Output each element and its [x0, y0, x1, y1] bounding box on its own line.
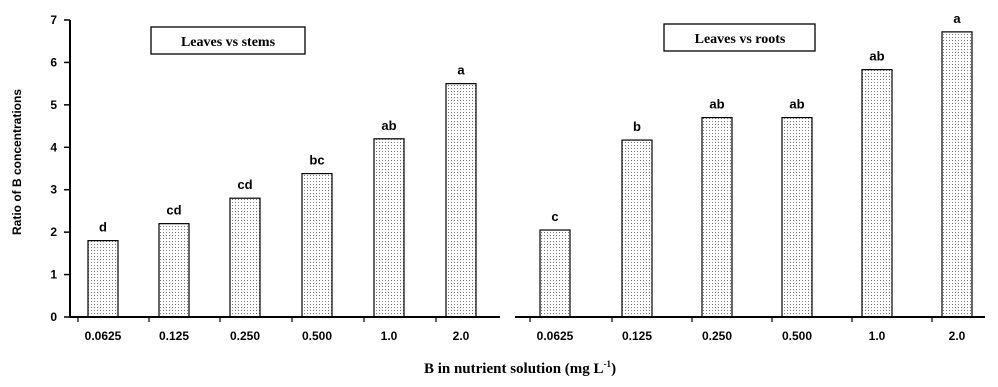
left-significance-labels: d cd cd bc ab a — [99, 63, 465, 235]
right-significance-labels: c b ab ab ab a — [551, 11, 961, 224]
right-x-tick-label: 1.0 — [869, 329, 886, 343]
left-bar — [301, 172, 333, 318]
left-x-tick-label: 1.0 — [381, 329, 398, 343]
left-significance-label: cd — [166, 203, 181, 218]
right-significance-label: ab — [709, 97, 724, 112]
x-axis-label-superscript: -1 — [604, 359, 612, 369]
right-significance-label: ab — [869, 49, 884, 64]
y-axis-label: Ratio of B concentrations — [10, 89, 24, 235]
chart-left: 0 1 2 3 4 5 6 7 d cd cd bc ab a 0.0625 0.125 0.250 0.50… — [50, 13, 500, 343]
y-tick-label: 7 — [50, 13, 57, 27]
right-significance-label: b — [633, 119, 641, 134]
y-tick-label: 3 — [50, 183, 57, 197]
left-significance-label: cd — [237, 177, 252, 192]
left-x-tick-label: 2.0 — [453, 329, 470, 343]
left-x-tick-label: 0.500 — [302, 329, 332, 343]
x-axis-label-main: B in nutrient solution (mg L — [424, 361, 604, 377]
right-bar — [701, 116, 733, 318]
right-x-tick-label: 0.125 — [622, 329, 652, 343]
right-x-tick-label: 0.0625 — [537, 329, 574, 343]
left-bar — [373, 138, 405, 318]
left-significance-label: d — [99, 220, 107, 235]
x-axis-label-end: ) — [611, 361, 616, 377]
y-tick-label: 5 — [50, 98, 57, 112]
right-bar — [781, 116, 813, 318]
chart-right: c b ab ab ab a 0.0625 0.125 0.250 0.500 1.0 2.0 Le… — [515, 11, 985, 343]
left-bar — [445, 83, 477, 318]
left-x-tick-labels: 0.0625 0.125 0.250 0.500 1.0 2.0 — [77, 317, 470, 343]
y-tick-label: 4 — [50, 140, 57, 154]
right-significance-label: c — [551, 209, 558, 224]
left-bar — [229, 197, 261, 318]
left-significance-label: bc — [309, 153, 324, 168]
right-x-tick-labels: 0.0625 0.125 0.250 0.500 1.0 2.0 — [529, 317, 966, 343]
right-bar — [941, 31, 973, 318]
right-title-box — [663, 23, 816, 52]
left-title-box — [150, 26, 306, 55]
y-tick-label: 1 — [50, 268, 57, 282]
left-x-tick-label: 0.125 — [159, 329, 189, 343]
right-title: Leaves vs roots — [695, 32, 786, 47]
left-y-ticks: 0 1 2 3 4 5 6 7 — [50, 13, 70, 324]
x-axis-label: B in nutrient solution (mg L-1) — [424, 359, 616, 377]
y-tick-label: 2 — [50, 225, 57, 239]
right-x-tick-label: 2.0 — [949, 329, 966, 343]
left-bar — [158, 223, 190, 318]
left-title: Leaves vs stems — [181, 35, 276, 50]
left-significance-label: a — [457, 63, 465, 78]
left-bar — [87, 240, 119, 318]
right-bar — [621, 139, 653, 318]
left-bars — [87, 83, 477, 318]
right-significance-label: ab — [789, 97, 804, 112]
right-bar — [861, 69, 893, 318]
right-bar — [539, 229, 571, 318]
right-x-tick-label: 0.250 — [702, 329, 732, 343]
right-x-tick-label: 0.500 — [782, 329, 812, 343]
left-x-tick-label: 0.0625 — [85, 329, 122, 343]
y-tick-label: 0 — [50, 310, 57, 324]
left-significance-label: ab — [381, 118, 396, 133]
y-tick-label: 6 — [50, 55, 57, 69]
right-significance-label: a — [953, 11, 961, 26]
right-bars — [539, 31, 973, 318]
left-x-tick-label: 0.250 — [230, 329, 260, 343]
